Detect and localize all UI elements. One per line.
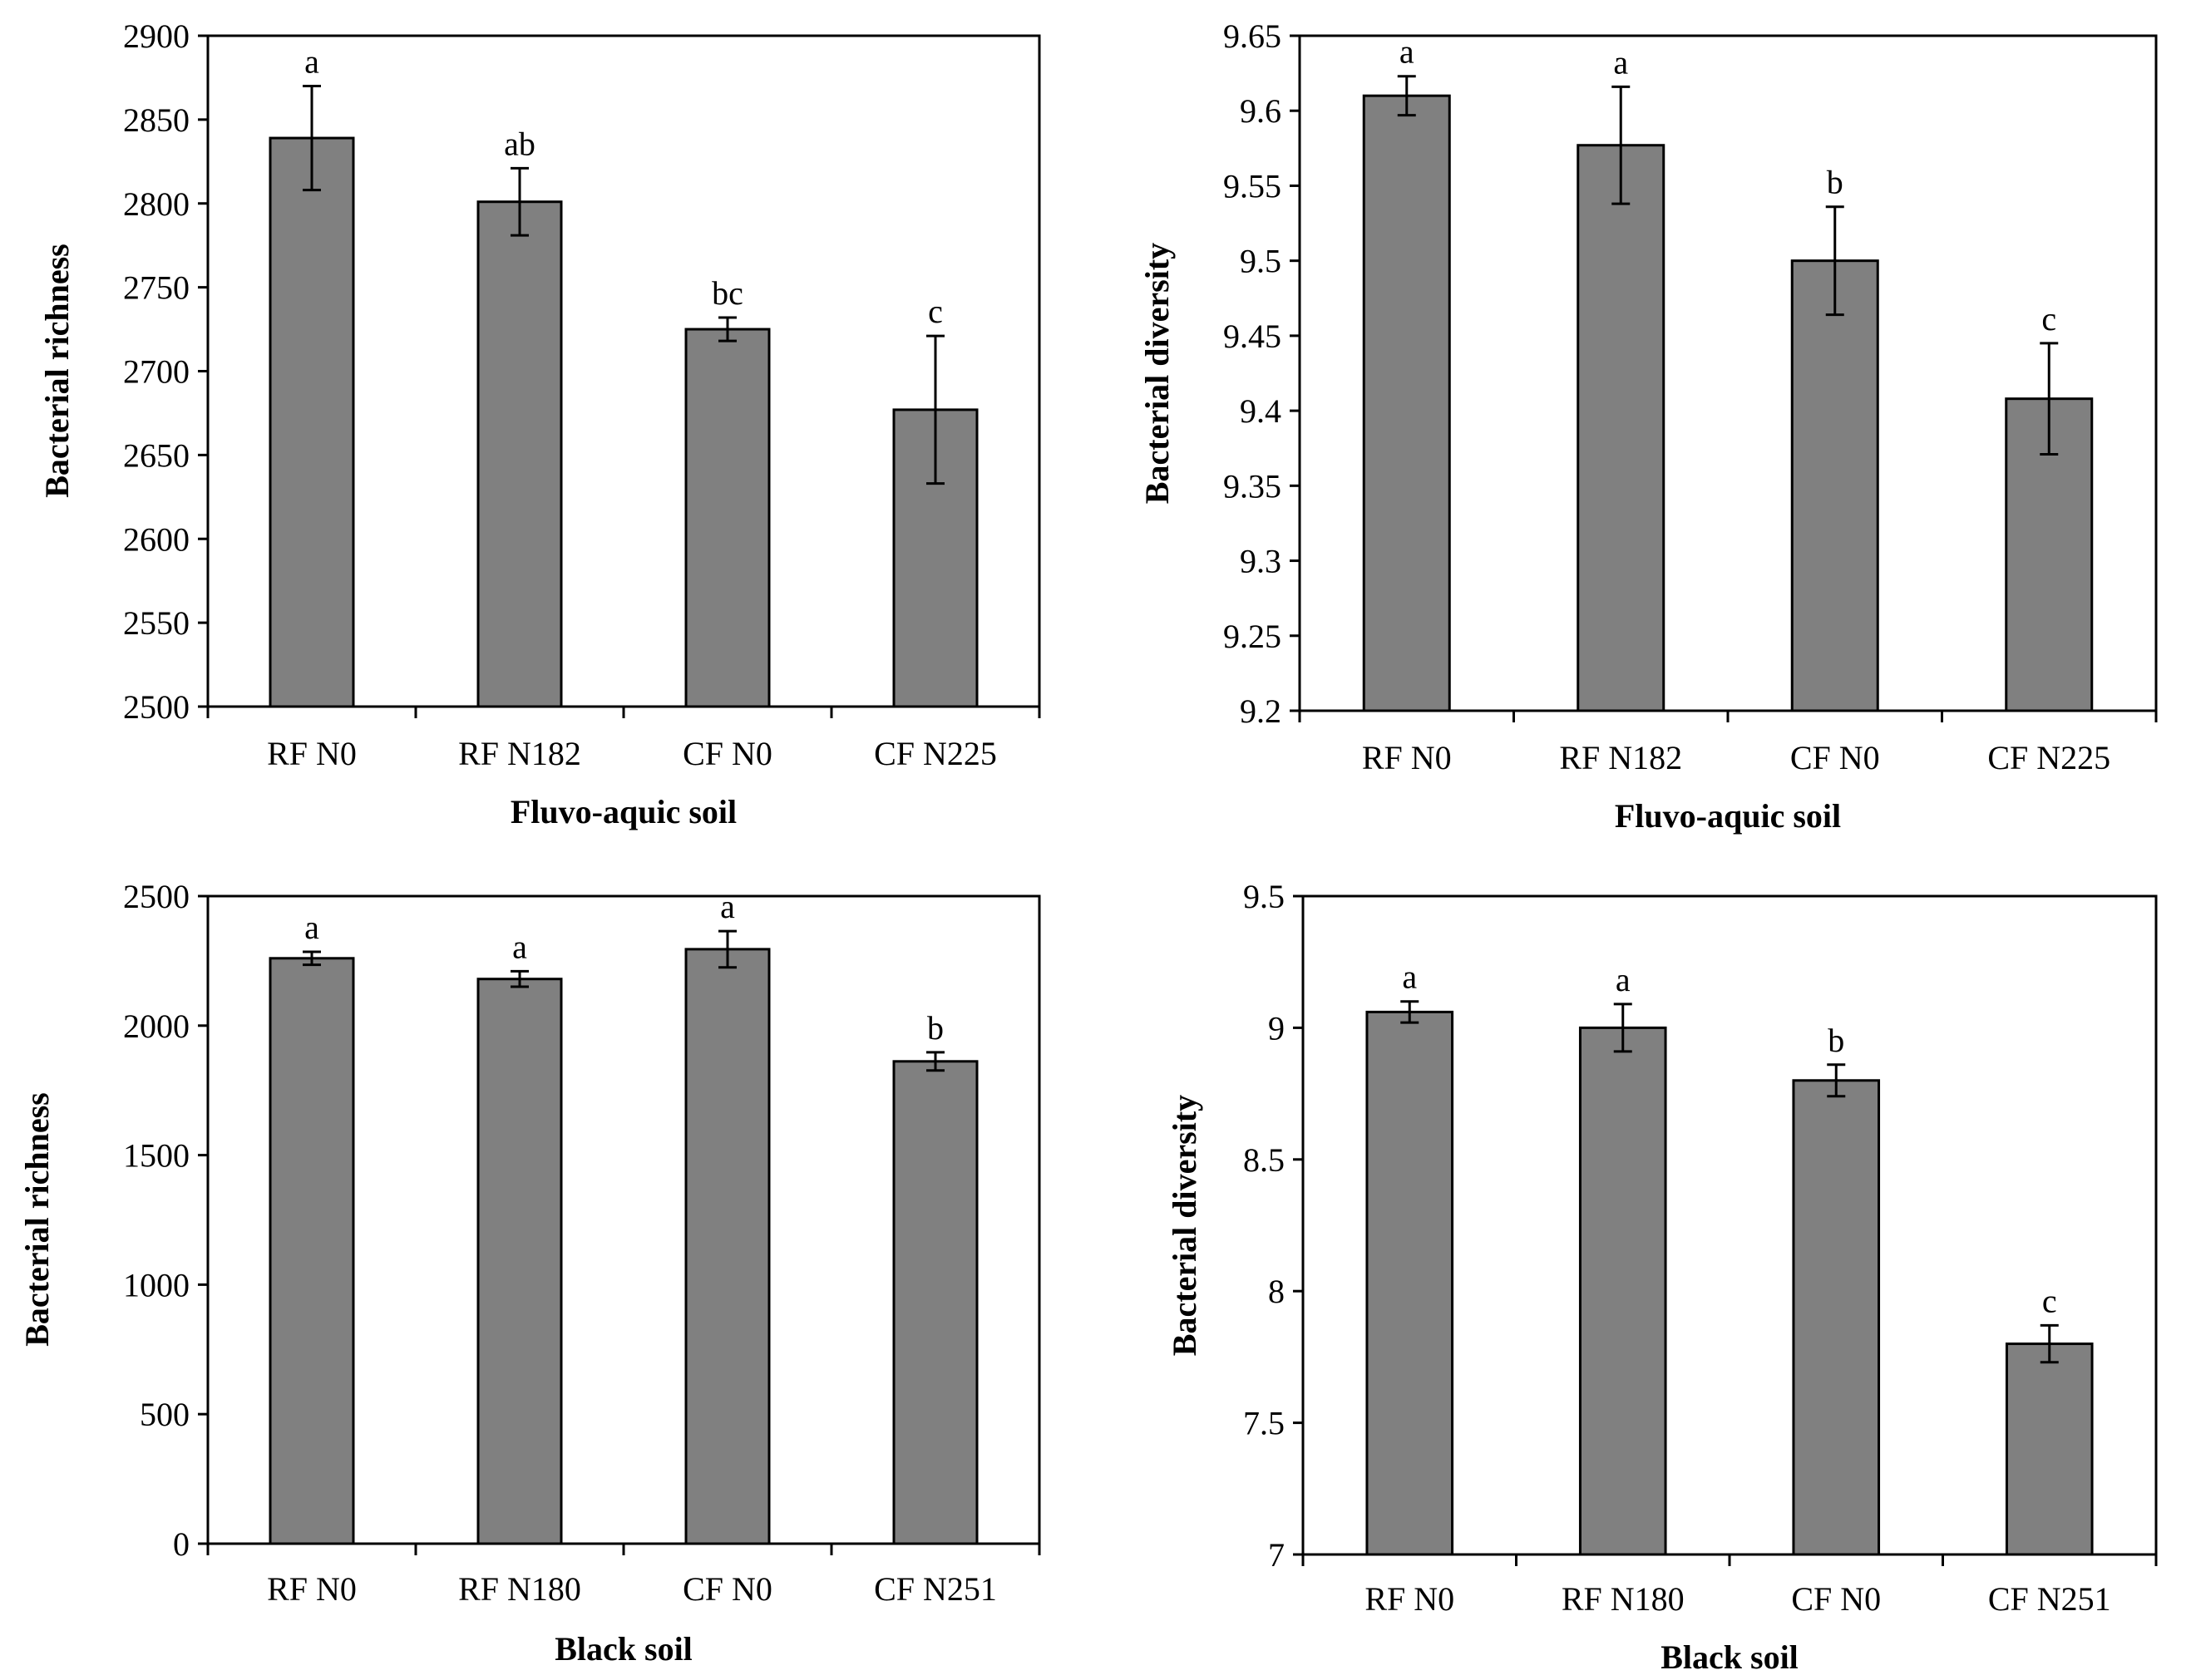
y-tick-label: 9.5 [1243, 878, 1285, 915]
x-category-label: CF N251 [1988, 1580, 2111, 1618]
significance-label: c [928, 293, 943, 330]
y-tick-label: 7.5 [1243, 1405, 1285, 1442]
significance-label: bc [712, 274, 743, 312]
significance-label: a [1399, 33, 1414, 71]
y-axis-title: Bacterial diversity [1138, 243, 1176, 504]
bar [684, 328, 771, 708]
y-tick-label: 2800 [123, 185, 190, 223]
bar [1577, 144, 1665, 712]
significance-label: b [927, 1009, 944, 1047]
bar [1365, 1010, 1454, 1556]
y-tick-label: 2600 [123, 520, 190, 558]
bar [476, 200, 563, 708]
chart-panel-2: 9.2 9.25 9.3 9.35 9.4 9.45 9.5 9.55 9.6 9.65 a RF N… [1138, 17, 2158, 835]
y-tick-label: 9.2 [1240, 692, 1281, 730]
y-tick-label: 2750 [123, 269, 190, 307]
y-tick-label: 9.6 [1240, 92, 1281, 130]
x-axis-title: Fluvo-aquic soil [511, 793, 737, 830]
x-category-label: RF N180 [1562, 1580, 1685, 1618]
y-tick-label: 2000 [123, 1008, 190, 1045]
bar [1578, 1026, 1667, 1556]
y-tick-label: 9.25 [1223, 618, 1281, 655]
significance-label: a [1613, 43, 1628, 81]
y-tick-label: 7 [1268, 1536, 1285, 1574]
significance-label: a [720, 888, 735, 925]
bar [1792, 1079, 1881, 1556]
chart-panel-3: 0 500 1000 1500 2000 2500 a RF N0 a RF N180 a CF N0… [18, 878, 1041, 1668]
y-axis-title: Bacterial richness [38, 244, 76, 498]
x-axis-title: Fluvo-aquic soil [1615, 797, 1841, 835]
x-category-label: RF N182 [1559, 739, 1682, 776]
y-tick-label: 2500 [123, 688, 190, 726]
significance-label: a [304, 43, 319, 81]
x-category-label: RF N0 [1364, 1580, 1454, 1618]
significance-label: a [304, 909, 319, 946]
x-category-label: CF N0 [1791, 1580, 1881, 1618]
y-tick-label: 9.4 [1240, 392, 1281, 430]
y-tick-label: 9.45 [1223, 318, 1281, 355]
y-tick-label: 2700 [123, 353, 190, 391]
x-category-label: RF N182 [458, 735, 581, 772]
x-category-label: CF N225 [1987, 739, 2110, 776]
bar [892, 1060, 979, 1545]
x-category-label: RF N0 [1362, 739, 1452, 776]
y-tick-label: 1500 [123, 1137, 190, 1175]
significance-label: a [1616, 961, 1631, 998]
y-tick-label: 9 [1268, 1009, 1285, 1047]
x-category-label: CF N0 [1790, 739, 1880, 776]
bar [684, 948, 771, 1545]
y-axis-title: Bacterial diversity [1166, 1095, 1203, 1356]
x-axis-title: Black soil [1661, 1638, 1799, 1676]
y-tick-label: 2850 [123, 101, 190, 139]
bar [269, 957, 355, 1545]
y-axis-title: Bacterial richness [18, 1092, 56, 1347]
bar [269, 136, 355, 708]
significance-label: b [1827, 164, 1843, 201]
y-tick-label: 1000 [123, 1266, 190, 1303]
y-tick-label: 8.5 [1243, 1141, 1285, 1179]
significance-label: c [2041, 300, 2056, 337]
significance-label: a [1402, 958, 1417, 996]
chart-panel-4: 7 7.5 8 8.5 9 9.5 a RF N0 a RF N180 b CF N0 c CF N251… [1166, 878, 2158, 1676]
x-category-label: RF N0 [267, 735, 357, 772]
bar [476, 978, 563, 1545]
y-tick-label: 9.3 [1240, 543, 1281, 580]
y-tick-label: 2550 [123, 604, 190, 642]
y-tick-label: 2500 [123, 878, 190, 915]
x-category-label: CF N251 [874, 1570, 997, 1608]
y-tick-label: 0 [173, 1525, 190, 1563]
y-tick-label: 8 [1268, 1273, 1285, 1310]
significance-label: b [1828, 1022, 1844, 1059]
x-category-label: CF N225 [874, 735, 997, 772]
y-tick-label: 9.65 [1223, 17, 1281, 55]
y-tick-label: 500 [140, 1396, 190, 1433]
y-tick-label: 2900 [123, 17, 190, 55]
significance-label: c [2042, 1282, 2057, 1319]
y-tick-label: 9.55 [1223, 167, 1281, 204]
x-category-label: CF N0 [683, 1570, 772, 1608]
x-category-label: RF N180 [458, 1570, 581, 1608]
significance-label: a [512, 928, 527, 965]
y-tick-label: 9.35 [1223, 467, 1281, 505]
y-tick-label: 9.5 [1240, 243, 1281, 280]
bar [1790, 259, 1879, 712]
bar [2005, 1343, 2094, 1556]
x-category-label: RF N0 [267, 1570, 357, 1608]
bar [1362, 94, 1451, 712]
x-axis-title: Black soil [555, 1630, 693, 1668]
chart-panel-1: 2500 2550 2600 2650 2700 2750 2800 2850 2900 a RF … [38, 17, 1041, 830]
x-category-label: CF N0 [683, 735, 772, 772]
y-tick-label: 2650 [123, 436, 190, 474]
significance-label: ab [504, 125, 535, 162]
